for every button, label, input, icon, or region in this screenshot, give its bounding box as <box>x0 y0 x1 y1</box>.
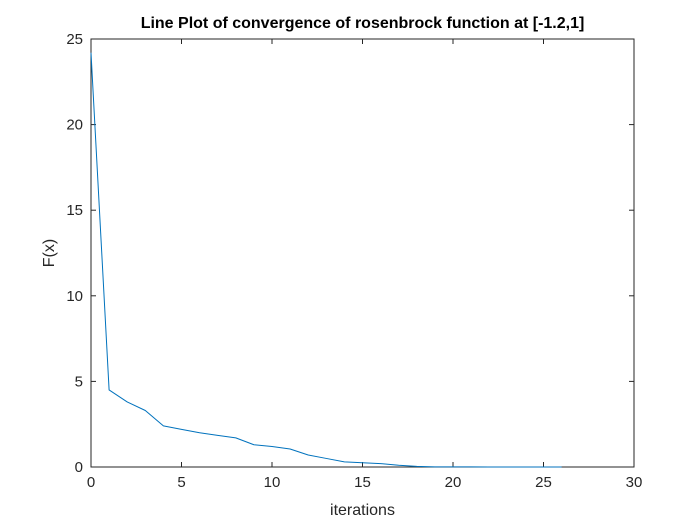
x-tick-label: 10 <box>264 474 281 491</box>
x-tick-label: 15 <box>354 474 371 491</box>
x-tick-label: 30 <box>626 474 643 491</box>
chart-title: Line Plot of convergence of rosenbrock f… <box>141 15 585 32</box>
y-tick-label: 5 <box>75 373 83 390</box>
y-tick-label: 20 <box>66 117 83 134</box>
tick-labels: 0 5 10 15 20 25 30 0 5 10 15 20 25 <box>66 31 642 491</box>
x-tick-label: 0 <box>87 474 95 491</box>
series-line-0 <box>90 52 562 468</box>
y-tick-label: 10 <box>66 288 83 305</box>
x-tick-label: 25 <box>535 474 552 491</box>
x-tick-label: 5 <box>177 474 185 491</box>
y-axis-label: F(x) <box>41 239 58 267</box>
y-tick-label: 25 <box>66 31 83 48</box>
series-layer <box>90 52 562 468</box>
plot-area <box>90 38 635 468</box>
x-tick-label: 20 <box>445 474 462 491</box>
x-axis-label: iterations <box>330 502 395 519</box>
y-tick-label: 0 <box>75 459 83 476</box>
y-tick-label: 15 <box>66 202 83 219</box>
